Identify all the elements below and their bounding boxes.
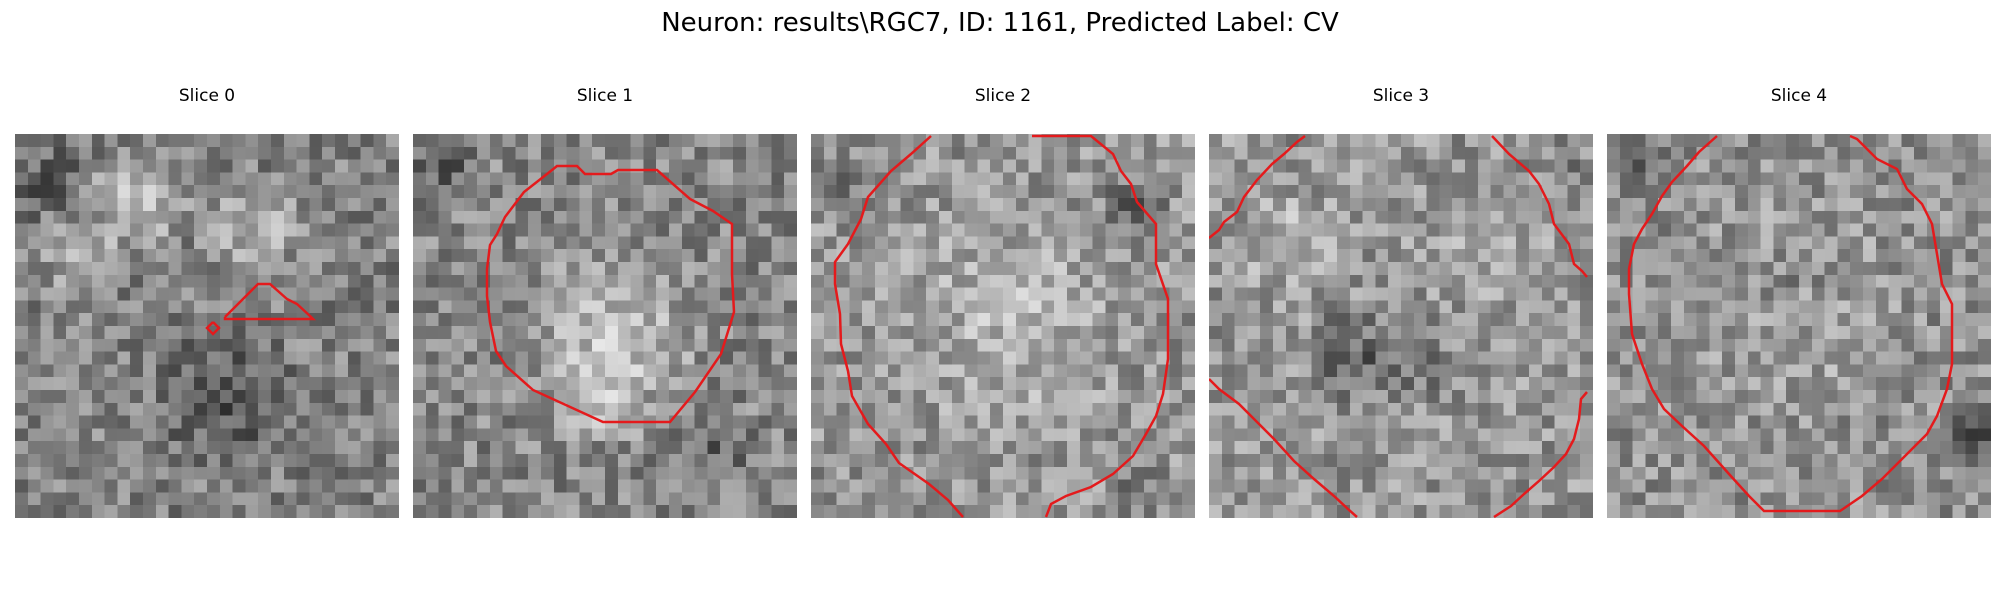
slice-title-2: Slice 2	[974, 86, 1032, 106]
contour-3a	[1209, 135, 1306, 239]
slice-image-1	[413, 134, 797, 518]
slice-image-0	[15, 134, 399, 518]
contour-2a	[833, 135, 964, 518]
contour-2b	[1032, 134, 1170, 518]
contour-overlay-2	[833, 134, 1170, 518]
slice-image-2	[811, 134, 1195, 518]
slice-title-3: Slice 3	[1372, 86, 1430, 106]
slice-image-4	[1607, 134, 1991, 518]
contour-3c	[1209, 378, 1358, 518]
contour-overlay-0	[205, 282, 317, 336]
contour-4	[1627, 134, 1954, 513]
contour-overlay-3	[1209, 135, 1588, 518]
contour-3b	[1491, 135, 1588, 278]
contour-3d	[1493, 391, 1588, 518]
contour-overlay-4	[1627, 134, 1954, 513]
slice-title-1: Slice 1	[576, 86, 634, 106]
contour-0b	[205, 321, 221, 336]
contour-1	[485, 164, 736, 424]
contour-0a	[223, 282, 317, 321]
slice-image-3	[1209, 134, 1593, 518]
figure-title: Neuron: results\RGC7, ID: 1161, Predicte…	[661, 8, 1339, 38]
slice-title-4: Slice 4	[1770, 86, 1828, 106]
slice-title-0: Slice 0	[178, 86, 236, 106]
contour-overlay-1	[485, 164, 736, 424]
